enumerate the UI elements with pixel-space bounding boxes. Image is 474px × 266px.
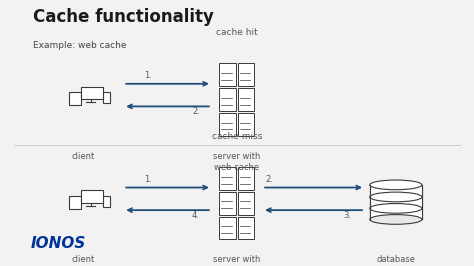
FancyBboxPatch shape: [237, 88, 254, 111]
FancyBboxPatch shape: [219, 113, 236, 136]
Text: Cache functionality: Cache functionality: [33, 8, 214, 26]
FancyBboxPatch shape: [81, 87, 103, 99]
Ellipse shape: [370, 215, 422, 224]
Text: client: client: [71, 255, 95, 264]
FancyBboxPatch shape: [237, 63, 254, 86]
Text: 1.: 1.: [145, 72, 153, 81]
Text: cache miss: cache miss: [212, 132, 262, 141]
Ellipse shape: [370, 203, 422, 213]
FancyBboxPatch shape: [237, 167, 254, 190]
FancyBboxPatch shape: [370, 185, 422, 219]
Text: client: client: [71, 152, 95, 161]
Text: 3.: 3.: [344, 211, 352, 220]
Text: 1.: 1.: [145, 175, 153, 184]
FancyBboxPatch shape: [237, 192, 254, 215]
FancyBboxPatch shape: [219, 192, 236, 215]
Text: Example: web cache: Example: web cache: [33, 41, 127, 50]
FancyBboxPatch shape: [69, 92, 81, 105]
FancyBboxPatch shape: [219, 88, 236, 111]
Ellipse shape: [370, 192, 422, 202]
FancyBboxPatch shape: [69, 196, 81, 209]
FancyBboxPatch shape: [103, 92, 110, 103]
FancyBboxPatch shape: [237, 113, 254, 136]
Text: server with
web cache: server with web cache: [213, 255, 261, 266]
Text: server with
web cache: server with web cache: [213, 152, 261, 172]
Text: 2.: 2.: [192, 107, 200, 117]
Text: IONOS: IONOS: [31, 236, 86, 251]
FancyBboxPatch shape: [81, 190, 103, 203]
Text: cache hit: cache hit: [216, 28, 258, 37]
FancyBboxPatch shape: [219, 217, 236, 239]
Text: 2.: 2.: [265, 175, 273, 184]
Text: 4.: 4.: [192, 211, 200, 220]
FancyBboxPatch shape: [237, 217, 254, 239]
FancyBboxPatch shape: [219, 167, 236, 190]
Text: database: database: [376, 255, 415, 264]
FancyBboxPatch shape: [219, 63, 236, 86]
Ellipse shape: [370, 180, 422, 190]
FancyBboxPatch shape: [103, 196, 110, 206]
